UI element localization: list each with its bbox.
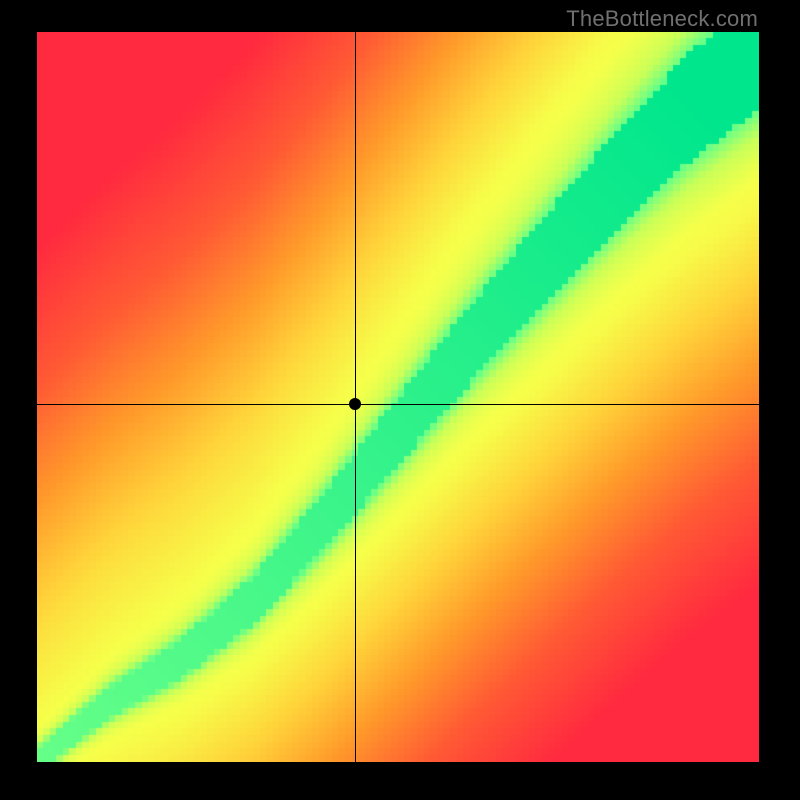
crosshair-horizontal xyxy=(37,404,759,405)
crosshair-vertical xyxy=(355,32,356,762)
heatmap-plot xyxy=(37,32,759,762)
heatmap-canvas xyxy=(37,32,759,762)
watermark-text: TheBottleneck.com xyxy=(566,6,758,32)
bottleneck-marker xyxy=(349,398,361,410)
